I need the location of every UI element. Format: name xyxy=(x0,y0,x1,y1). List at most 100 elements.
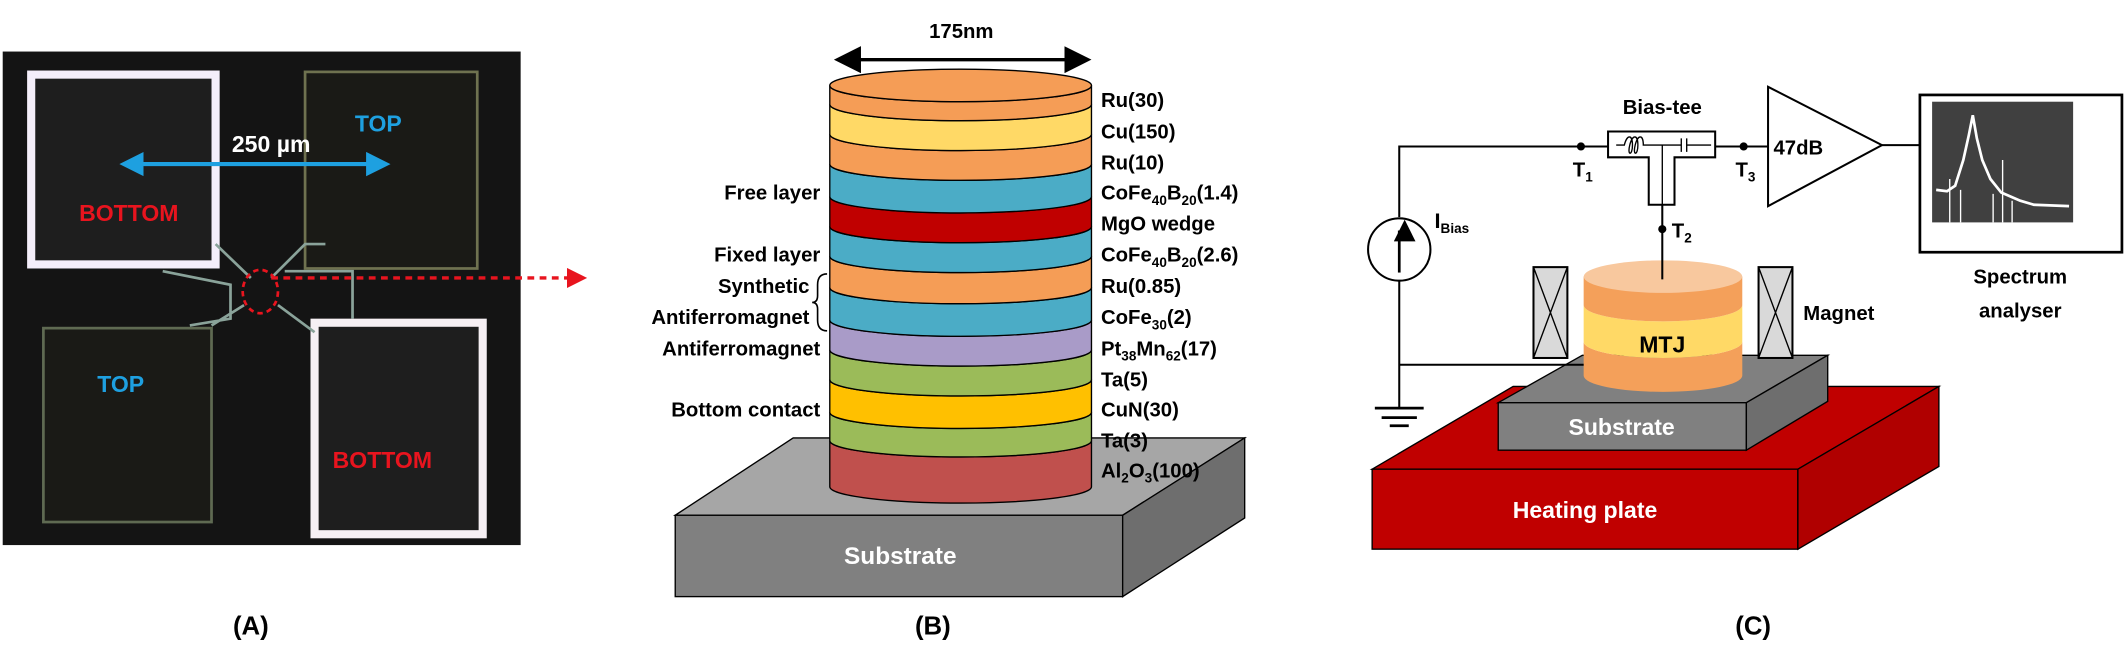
substrate-front xyxy=(674,514,1124,598)
substrate-front-c xyxy=(1497,402,1748,451)
terminal-t2 xyxy=(1658,225,1667,234)
pad-label-bottom-right: BOTTOM xyxy=(333,447,432,473)
layer-label: CoFe40B20(2.6) xyxy=(1101,245,1238,270)
spectrum-spikes xyxy=(1949,160,2013,223)
layer-stack xyxy=(829,68,1093,504)
panel-b-stack: 175nm Substrate Ru(30)Cu(150)Ru(10)CoFe4… xyxy=(651,21,1248,641)
substrate-label-c: Substrate xyxy=(1569,414,1675,440)
layer-label-subscript: 2 xyxy=(1121,471,1129,486)
heating-plate-label: Heating plate xyxy=(1513,497,1658,523)
bias-tee-label: Bias-tee xyxy=(1623,97,1702,119)
current-sub: Bias xyxy=(1441,221,1470,236)
label-saf-2: Antiferromagnet xyxy=(651,307,809,329)
layer-label: CuN(30) xyxy=(1101,399,1179,421)
saf-brace xyxy=(812,273,828,332)
layer-label-text: (2) xyxy=(1167,307,1192,329)
layer-label-text: Ru(30) xyxy=(1101,90,1164,112)
layer-label-text: CoFe xyxy=(1101,182,1152,204)
layer-label-text: O xyxy=(1129,460,1145,482)
layer-label: CoFe30(2) xyxy=(1101,307,1192,332)
layer-label-subscript: 40 xyxy=(1152,255,1167,270)
layer-labels: Ru(30) Cu(150) Ru(10) CoFe40B20(1.4) MgO wed… xyxy=(1101,90,1238,486)
layer-label-text: CoFe xyxy=(1101,245,1152,267)
width-label: 175nm xyxy=(929,21,993,43)
stack-top-face xyxy=(829,68,1093,103)
layer-label: Ta(5) xyxy=(1101,369,1148,391)
t3-sub: 3 xyxy=(1748,170,1756,185)
caption-c: (C) xyxy=(1735,613,1771,641)
pad-bottom-left xyxy=(42,326,213,524)
amplifier-gain: 47dB xyxy=(1773,138,1823,160)
terminal-t3 xyxy=(1739,142,1748,151)
panel-c-setup: Heating plate Substrate MTJ Magnet IBias xyxy=(1367,85,2124,641)
label-afm: Antiferromagnet xyxy=(662,338,820,360)
analyser-label-1: Spectrum xyxy=(1973,266,2067,288)
spectrum-trace xyxy=(1936,115,2070,208)
magnet-label: Magnet xyxy=(1803,303,1874,325)
current-main: I xyxy=(1435,208,1441,233)
layer-label-text: Ru(10) xyxy=(1101,153,1164,175)
layer-label-text: MgO wedge xyxy=(1101,214,1215,236)
current-label: IBias xyxy=(1435,208,1470,236)
substrate-label: Substrate xyxy=(844,543,957,570)
analyser-label-2: analyser xyxy=(1979,300,2062,322)
layer-label-subscript: 40 xyxy=(1152,193,1167,208)
magnet-left xyxy=(1532,266,1569,359)
caption-a: (A) xyxy=(233,613,269,641)
layer-label-text: (17) xyxy=(1181,338,1217,360)
layer-label-text: Al xyxy=(1101,460,1121,482)
layer-label-subscript: 20 xyxy=(1182,255,1197,270)
layer-label: Ta(3) xyxy=(1101,430,1148,452)
layer-label: Pt38Mn62(17) xyxy=(1101,338,1217,363)
caption-b: (B) xyxy=(915,613,951,641)
mtj-middle-band xyxy=(1583,305,1743,358)
layer-label-subscript: 30 xyxy=(1152,318,1167,333)
layer-label-subscript: 20 xyxy=(1182,193,1197,208)
t2-label: T2 xyxy=(1672,220,1692,245)
layer-label-text: Ta(3) xyxy=(1101,430,1148,452)
label-saf-1: Synthetic xyxy=(718,276,810,298)
heating-plate-side xyxy=(1797,385,1940,551)
mtj-bottom-band xyxy=(1583,341,1743,392)
label-free-layer: Free layer xyxy=(724,182,820,204)
layer-label: Al2O3(100) xyxy=(1101,460,1200,485)
terminal-t1 xyxy=(1576,142,1586,151)
layer-label-subscript: 62 xyxy=(1166,349,1181,364)
t2-sub: 2 xyxy=(1684,231,1692,246)
inductor-icon xyxy=(1616,136,1712,205)
layer-label-text: Pt xyxy=(1101,338,1122,360)
scale-label: 250 µm xyxy=(232,131,311,157)
t1-main: T xyxy=(1573,159,1586,181)
mtj-label: MTJ xyxy=(1639,332,1685,358)
t1-sub: 1 xyxy=(1585,170,1593,185)
amplifier-icon xyxy=(1767,85,1885,208)
junction-highlight xyxy=(241,268,280,315)
layer-label-text: Ta(5) xyxy=(1101,369,1148,391)
pad-label-top-right: TOP xyxy=(355,111,402,137)
ground-icon xyxy=(1374,406,1424,428)
layer-label-subscript: 38 xyxy=(1121,349,1137,364)
pad-bottom-right xyxy=(310,318,487,539)
label-bottom-contact: Bottom contact xyxy=(671,399,820,421)
layer-label: CoFe40B20(1.4) xyxy=(1101,182,1238,207)
layer-label-text: (2.6) xyxy=(1197,245,1239,267)
panel-a-micrograph: 250 µm TOP BOTTOM TOP BOTTOM (A) xyxy=(2,51,588,641)
substrate-side-c xyxy=(1745,354,1829,452)
layer-label-text: Ru(0.85) xyxy=(1101,276,1181,298)
layer-label-text: CoFe xyxy=(1101,307,1152,329)
substrate-side xyxy=(1121,436,1246,598)
layer-label: Ru(10) xyxy=(1101,153,1164,175)
layer-label-text: B xyxy=(1167,182,1182,204)
layer-label-text: B xyxy=(1167,245,1182,267)
layer-label: MgO wedge xyxy=(1101,214,1215,236)
traces xyxy=(162,242,354,334)
layer-label-text: (100) xyxy=(1152,460,1199,482)
layer-label-subscript: 3 xyxy=(1145,471,1153,486)
pad-top-right xyxy=(303,70,479,270)
layer-label: Cu(150) xyxy=(1101,121,1176,143)
pad-top-left xyxy=(27,70,220,269)
t1-label: T1 xyxy=(1573,159,1593,184)
label-fixed-layer: Fixed layer xyxy=(714,245,820,267)
magnet-right xyxy=(1757,266,1794,359)
